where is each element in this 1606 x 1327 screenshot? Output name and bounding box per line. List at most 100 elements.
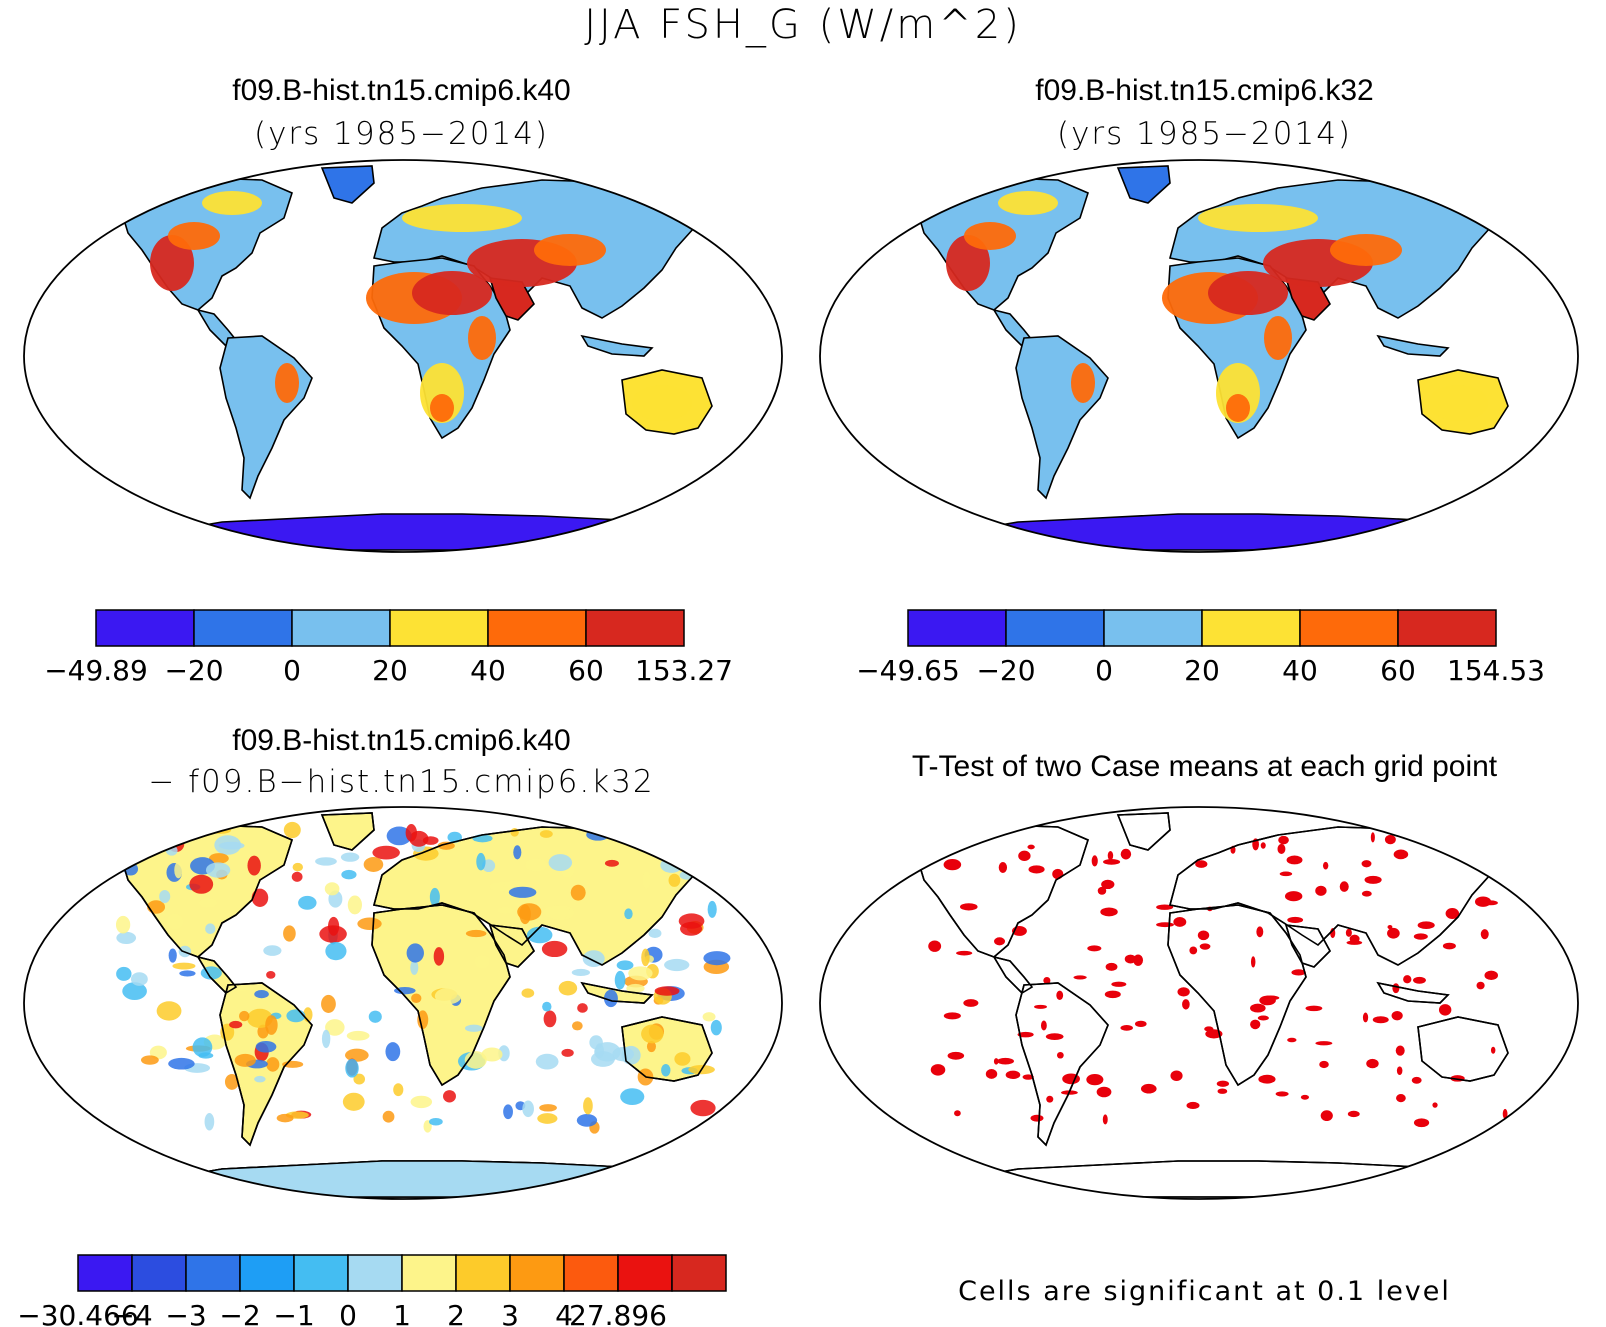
field-patch bbox=[130, 972, 148, 986]
field-patch bbox=[218, 841, 245, 850]
colorbar-box bbox=[185, 1254, 241, 1292]
field-patch bbox=[265, 1015, 278, 1035]
field-patch bbox=[286, 1009, 306, 1023]
significant-cell bbox=[1052, 868, 1064, 880]
field-patch bbox=[417, 1010, 429, 1030]
panel3-case-title: f09.B-hist.tn15.cmip6.k40 bbox=[232, 724, 571, 757]
colorbar-tick-label: 20 bbox=[372, 654, 408, 687]
colorbar-box bbox=[291, 609, 391, 647]
colorbar-box bbox=[563, 1254, 619, 1292]
significant-cell bbox=[1279, 871, 1293, 877]
colorbar-box bbox=[907, 609, 1007, 647]
significant-cell bbox=[1217, 1088, 1228, 1094]
field-patch bbox=[614, 970, 626, 990]
significant-cell bbox=[963, 999, 979, 1007]
significant-cell bbox=[1286, 855, 1303, 865]
field-patch bbox=[280, 1002, 289, 1012]
colorbar-tick-label: 4 bbox=[555, 1299, 573, 1327]
significant-cell bbox=[1260, 842, 1266, 849]
colorbar-box bbox=[671, 1254, 727, 1292]
colorbar-box bbox=[509, 1254, 565, 1292]
field-patch bbox=[710, 1019, 722, 1036]
significant-cell bbox=[1413, 1118, 1430, 1128]
field-patch bbox=[168, 1057, 195, 1070]
field-patch bbox=[646, 1040, 656, 1053]
field-patch bbox=[558, 980, 578, 996]
field-patch bbox=[205, 923, 216, 935]
significant-cell bbox=[943, 1012, 961, 1020]
field-patch bbox=[410, 960, 419, 975]
field-patch bbox=[668, 830, 694, 850]
significant-cell bbox=[1005, 1070, 1021, 1079]
field-patch bbox=[159, 889, 171, 904]
significant-cell bbox=[1097, 886, 1107, 895]
significant-cell bbox=[1387, 927, 1400, 939]
significant-cell bbox=[1484, 970, 1498, 981]
field-patch bbox=[184, 831, 209, 838]
significant-cell bbox=[1189, 946, 1198, 955]
field-patch bbox=[254, 1075, 266, 1083]
field-patch bbox=[208, 853, 229, 864]
significant-cell bbox=[1315, 1041, 1333, 1046]
field-patch bbox=[468, 316, 496, 360]
field-patch bbox=[172, 962, 196, 970]
field-patch bbox=[247, 855, 261, 876]
field-patch bbox=[510, 828, 519, 837]
colorbar-tick-label: 3 bbox=[501, 1299, 519, 1327]
significant-cell bbox=[1370, 832, 1375, 843]
significant-cell bbox=[1046, 1095, 1054, 1103]
colorbar-box bbox=[95, 609, 195, 647]
field-patch bbox=[325, 942, 347, 961]
significant-cell bbox=[1087, 945, 1102, 952]
field-patch bbox=[443, 1090, 456, 1103]
field-patch bbox=[654, 986, 680, 996]
field-patch bbox=[402, 204, 522, 232]
field-patch bbox=[437, 841, 455, 850]
field-patch bbox=[964, 222, 1016, 250]
field-patch bbox=[205, 862, 231, 878]
significant-cell bbox=[1417, 921, 1435, 930]
field-patch bbox=[234, 985, 250, 992]
field-patch bbox=[1208, 271, 1288, 315]
field-patch bbox=[429, 1117, 443, 1126]
panel1-years: (yrs 1985−2014) bbox=[253, 116, 550, 152]
colorbar-box bbox=[1201, 609, 1301, 647]
field-patch bbox=[346, 1030, 370, 1041]
significant-cell bbox=[1322, 861, 1329, 870]
field-patch bbox=[1198, 204, 1318, 232]
significant-cell bbox=[1361, 860, 1372, 868]
field-patch bbox=[315, 857, 337, 866]
significant-cell bbox=[1140, 1083, 1157, 1094]
field-patch bbox=[263, 945, 282, 956]
map-panel-difference bbox=[23, 806, 783, 1200]
field-patch bbox=[474, 955, 491, 969]
field-patch bbox=[522, 1100, 534, 1118]
significant-cell bbox=[959, 903, 978, 911]
significant-cell bbox=[1156, 922, 1174, 928]
colorbar-tick-label: −2 bbox=[219, 1299, 260, 1327]
significant-cell bbox=[1488, 839, 1506, 846]
continent-greenland bbox=[1116, 165, 1171, 204]
field-patch bbox=[198, 1052, 214, 1059]
significant-cell bbox=[1258, 1074, 1276, 1084]
colorbar-tick-label: −49.65 bbox=[856, 654, 960, 687]
field-patch bbox=[571, 968, 590, 976]
colorbar-box bbox=[1397, 609, 1497, 647]
significant-cell bbox=[1411, 1076, 1422, 1084]
significant-cell bbox=[1107, 851, 1114, 861]
significant-cell bbox=[1502, 1108, 1508, 1119]
colorbar-tick-label: 60 bbox=[1380, 654, 1416, 687]
field-patch bbox=[603, 989, 618, 1008]
significant-cell bbox=[1173, 917, 1187, 927]
significant-cell bbox=[943, 858, 962, 871]
map-boundary bbox=[23, 806, 783, 1200]
significant-cell bbox=[1103, 858, 1121, 865]
colorbar-tick-label: 60 bbox=[568, 654, 604, 687]
significant-cell bbox=[1030, 1114, 1044, 1122]
colorbar-box bbox=[1103, 609, 1203, 647]
field-patch bbox=[115, 915, 131, 934]
significant-cell bbox=[1027, 844, 1035, 850]
significant-cell bbox=[1287, 916, 1304, 924]
continent-indonesia bbox=[1376, 334, 1450, 357]
field-patch bbox=[434, 987, 462, 1005]
